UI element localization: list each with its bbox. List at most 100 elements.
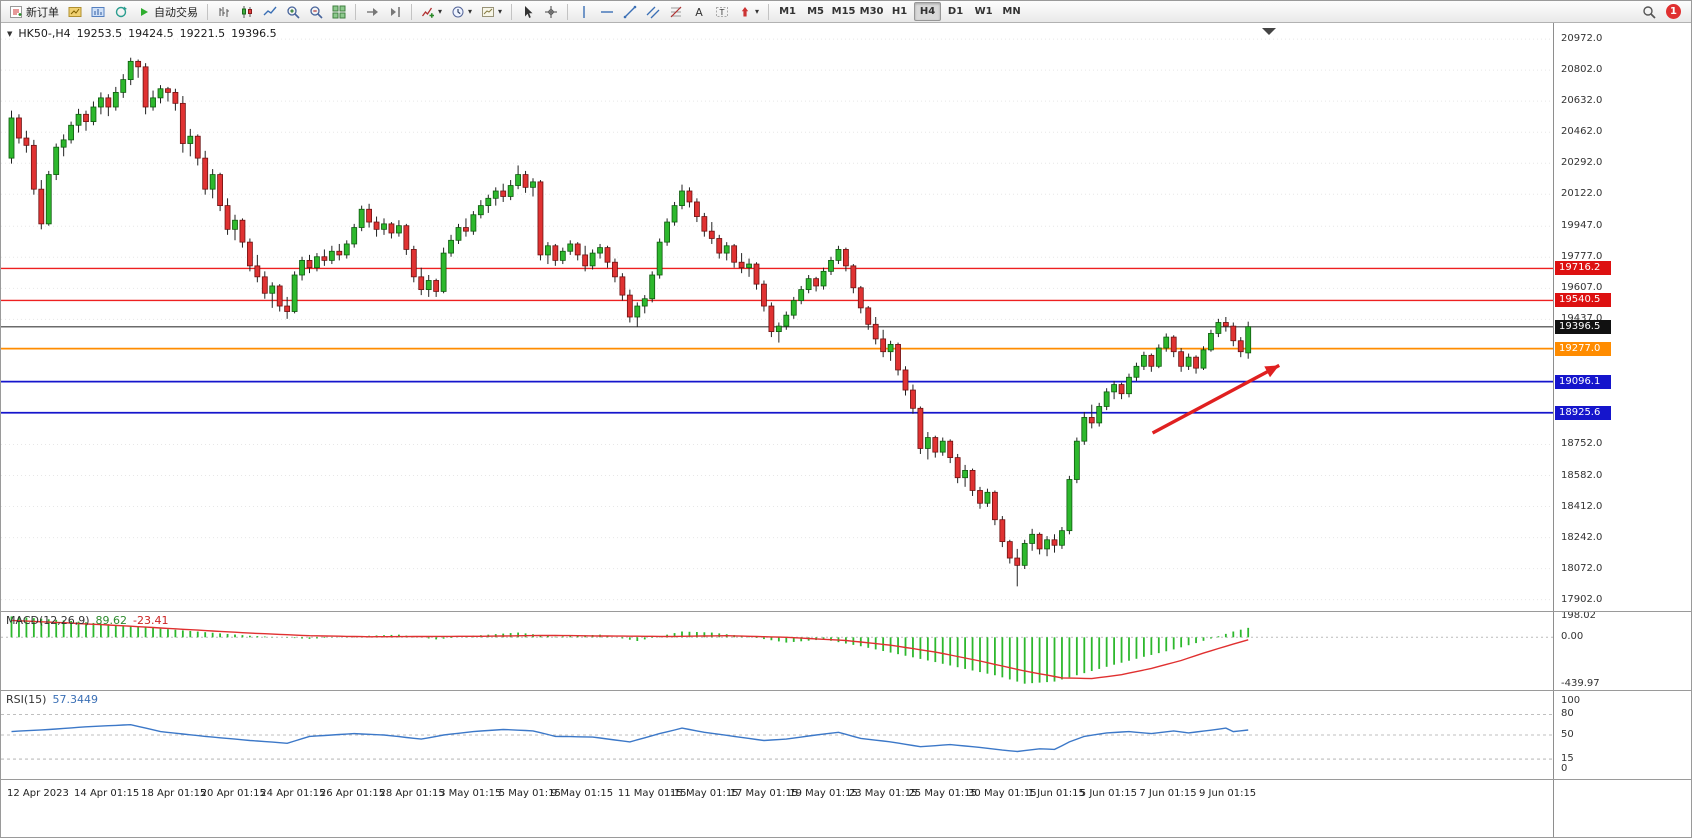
time-tick-label: 19 May 01:15 bbox=[789, 788, 858, 799]
main-chart-panel[interactable] bbox=[1, 23, 1553, 611]
trendline-icon bbox=[623, 5, 637, 18]
price-tick-label: 20632.0 bbox=[1561, 95, 1603, 107]
price-tick-label: 19947.0 bbox=[1561, 220, 1603, 232]
line-chart-icon bbox=[263, 6, 277, 15]
new-order-button[interactable]: 新订单 bbox=[5, 2, 63, 21]
price-badge: 19716.2 bbox=[1555, 261, 1611, 276]
refresh-icon bbox=[115, 6, 127, 17]
text-label-button[interactable]: T bbox=[711, 2, 733, 21]
templates-button[interactable]: ▾ bbox=[477, 2, 506, 21]
auto-trading-button[interactable]: 自动交易 bbox=[133, 2, 202, 21]
macd-panel[interactable] bbox=[1, 612, 1553, 690]
panel-resize-handle[interactable] bbox=[1, 611, 1691, 612]
candlestick-chart-icon bbox=[242, 5, 252, 18]
indicators-icon bbox=[421, 7, 434, 18]
time-tick-label: 7 Jun 01:15 bbox=[1139, 788, 1197, 799]
ohlc-open: 19253.5 bbox=[76, 27, 123, 40]
price-badge: 19540.5 bbox=[1555, 293, 1611, 308]
chart-area: ▼ HK50-,H4 19253.5 19424.5 19221.5 19396… bbox=[1, 23, 1691, 837]
cursor-button[interactable] bbox=[517, 2, 539, 21]
price-tick-label: 18242.0 bbox=[1561, 531, 1603, 543]
macd-label: MACD(12,26,9) 89.62 -23.41 bbox=[6, 614, 169, 627]
rsi-tick-label: 100 bbox=[1561, 694, 1581, 706]
price-badge: 19096.1 bbox=[1555, 374, 1611, 389]
market-watch-icon bbox=[91, 6, 105, 17]
toolbar-separator bbox=[567, 3, 569, 20]
ohlc-close: 19396.5 bbox=[231, 27, 277, 40]
time-tick-label: 17 May 01:15 bbox=[729, 788, 799, 799]
chart-title: ▼ HK50-,H4 19253.5 19424.5 19221.5 19396… bbox=[7, 27, 277, 40]
periods-button[interactable]: ▾ bbox=[447, 2, 476, 21]
rsi-value: 57.3449 bbox=[52, 693, 98, 706]
timeframe-h4-button[interactable]: H4 bbox=[914, 2, 942, 21]
ohlc-high: 19424.5 bbox=[128, 27, 174, 40]
candlestick-chart-button[interactable] bbox=[236, 2, 258, 21]
panel-resize-handle[interactable] bbox=[1, 779, 1691, 780]
rsi-tick-label: 80 bbox=[1561, 708, 1574, 720]
price-tick-label: 20292.0 bbox=[1561, 157, 1603, 169]
indicators-button[interactable]: ▾ bbox=[417, 2, 446, 21]
fibonacci-button[interactable] bbox=[665, 2, 687, 21]
text-label-icon: T bbox=[716, 6, 729, 17]
time-tick-label: 9 Jun 01:15 bbox=[1199, 788, 1257, 799]
crosshair-button[interactable] bbox=[540, 2, 562, 21]
price-tick-label: 20122.0 bbox=[1561, 188, 1603, 200]
fibonacci-icon bbox=[670, 6, 682, 17]
time-tick-label: 5 Jun 01:15 bbox=[1079, 788, 1137, 799]
zoom-out-icon bbox=[310, 5, 323, 19]
timeframe-h1-button[interactable]: H1 bbox=[886, 2, 913, 21]
rsi-panel[interactable] bbox=[1, 691, 1553, 779]
timeframe-w1-button[interactable]: W1 bbox=[970, 2, 997, 21]
time-tick-label: 5 May 01:15 bbox=[498, 788, 561, 799]
price-tick-label: 20802.0 bbox=[1561, 64, 1603, 76]
trendline-button[interactable] bbox=[619, 2, 641, 21]
timeframe-m1-button[interactable]: M1 bbox=[774, 2, 801, 21]
macd-tick-label: -439.97 bbox=[1561, 677, 1600, 689]
arrows-icon bbox=[741, 6, 749, 16]
tile-windows-button[interactable] bbox=[328, 2, 350, 21]
timeframe-d1-button[interactable]: D1 bbox=[942, 2, 969, 21]
rsi-tick-label: 15 bbox=[1561, 753, 1574, 765]
macd-tick-label: 0.00 bbox=[1561, 631, 1584, 643]
time-tick-label: 26 Apr 01:15 bbox=[319, 788, 386, 799]
chart-shift-button[interactable] bbox=[384, 2, 406, 21]
price-tick-label: 19777.0 bbox=[1561, 251, 1603, 263]
symbol-dropdown-icon[interactable]: ▼ bbox=[7, 29, 13, 38]
text-button[interactable]: A bbox=[688, 2, 710, 21]
time-tick-label: 25 May 01:15 bbox=[908, 788, 978, 799]
charts-icon bbox=[68, 6, 82, 17]
price-tick-label: 19437.0 bbox=[1561, 313, 1602, 324]
timeframe-m30-button[interactable]: M30 bbox=[858, 2, 885, 21]
price-tick-label: 17902.0 bbox=[1561, 593, 1603, 605]
time-tick-label: 12 Apr 2023 bbox=[7, 788, 69, 799]
zoom-in-button[interactable] bbox=[282, 2, 304, 21]
horizontal-line-button[interactable] bbox=[596, 2, 618, 21]
auto-scroll-button[interactable] bbox=[361, 2, 383, 21]
time-tick-label: 30 May 01:15 bbox=[968, 788, 1037, 799]
panel-resize-handle[interactable] bbox=[1, 690, 1691, 691]
bar-chart-button[interactable] bbox=[213, 2, 235, 21]
cursor-icon bbox=[525, 5, 533, 18]
toolbar-separator bbox=[355, 3, 356, 20]
notification-badge[interactable]: 1 bbox=[1666, 4, 1681, 19]
zoom-in-icon bbox=[287, 5, 300, 19]
vertical-line-button[interactable] bbox=[573, 2, 595, 21]
timeframe-m5-button[interactable]: M5 bbox=[802, 2, 829, 21]
price-tick-label: 20972.0 bbox=[1561, 33, 1603, 45]
price-axis[interactable]: 20972.0 20802.0 20632.0 20462.0 20292.0 20122… bbox=[1553, 23, 1691, 837]
charts-button[interactable] bbox=[64, 2, 86, 21]
rsi-name: RSI(15) bbox=[6, 693, 47, 706]
timeframe-mn-button[interactable]: MN bbox=[998, 2, 1025, 21]
channel-button[interactable] bbox=[642, 2, 664, 21]
search-button[interactable] bbox=[1638, 2, 1660, 21]
channel-icon bbox=[646, 6, 660, 18]
line-chart-button[interactable] bbox=[259, 2, 281, 21]
refresh-button[interactable] bbox=[110, 2, 132, 21]
market-watch-button[interactable] bbox=[87, 2, 109, 21]
price-tick-label: 18752.0 bbox=[1561, 438, 1603, 450]
time-axis[interactable]: 12 Apr 2023 14 Apr 01:15 18 Apr 01:15 20 Ap… bbox=[1, 781, 1553, 807]
time-tick-label: 3 May 01:15 bbox=[439, 788, 502, 799]
timeframe-m15-button[interactable]: M15 bbox=[830, 2, 857, 21]
arrows-button[interactable]: ▾ bbox=[734, 2, 763, 21]
zoom-out-button[interactable] bbox=[305, 2, 327, 21]
